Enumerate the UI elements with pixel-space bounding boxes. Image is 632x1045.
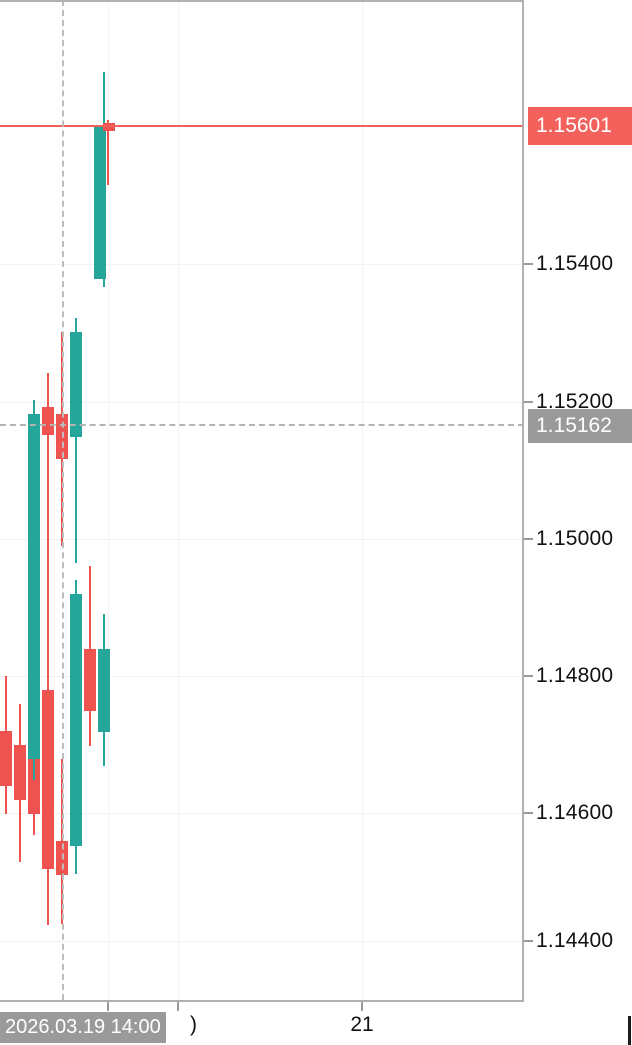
price-axis-tick (524, 812, 533, 814)
candle-body (28, 414, 40, 759)
candle-body (42, 407, 54, 435)
gridline-horizontal (0, 941, 524, 942)
candle-wick (107, 120, 109, 185)
gridline-horizontal (0, 539, 524, 540)
candle-body (42, 690, 54, 869)
gridline-horizontal (0, 676, 524, 677)
time-axis-tick (107, 1002, 109, 1011)
plot-border-top (0, 0, 524, 2)
candle-body (84, 649, 96, 711)
gridline-vertical (108, 0, 109, 1000)
time-axis-tick (177, 1002, 179, 1011)
price-axis-tick (524, 401, 533, 403)
time-axis[interactable]: 21 2026.03.19 14:00 ) (0, 1002, 632, 1045)
price-axis-label: 1.15200 (536, 390, 614, 413)
price-axis-tick (524, 940, 533, 942)
gridline-vertical (178, 0, 179, 1000)
crosshair-time-badge[interactable]: 2026.03.19 14:00 (0, 1012, 166, 1043)
last-price-line (0, 125, 524, 127)
price-axis-label: 1.14400 (536, 929, 614, 952)
time-axis-tick (361, 1002, 363, 1011)
crosshair-price-badge[interactable]: 1.15162 (528, 409, 632, 443)
plot-border-right (522, 0, 524, 1002)
price-axis-label: 1.14600 (536, 801, 614, 824)
gridline-horizontal (0, 813, 524, 814)
candle-body (14, 745, 26, 800)
candle-body (0, 731, 12, 786)
gridline-horizontal (0, 264, 524, 265)
price-axis-label: 1.14800 (536, 664, 614, 687)
price-axis[interactable]: 1.15400 1.15200 1.15000 1.14800 1.14600 … (524, 0, 632, 1002)
gridline-vertical (362, 0, 363, 1000)
plot-border-bottom (0, 1000, 524, 1002)
candle-body (70, 594, 82, 846)
crosshair-vertical-line[interactable] (62, 0, 64, 1000)
right-edge-marker (628, 1016, 631, 1045)
candle-wick (47, 373, 49, 763)
price-axis-label: 1.15400 (536, 252, 614, 275)
candle-wick (75, 318, 77, 563)
price-axis-label: 1.15000 (536, 527, 614, 550)
time-axis-overflow-glyph: ) (190, 1013, 197, 1036)
candle-body (98, 649, 110, 732)
candle-body (70, 332, 82, 437)
gridline-horizontal (0, 402, 524, 403)
price-axis-tick (524, 538, 533, 540)
last-price-badge[interactable]: 1.15601 (528, 107, 632, 145)
crosshair-horizontal-line (0, 424, 524, 426)
price-axis-tick (524, 263, 533, 265)
chart-plot-area[interactable] (0, 0, 524, 1002)
candle-body (94, 127, 106, 279)
candle-body (103, 123, 115, 131)
time-axis-label: 21 (350, 1013, 374, 1036)
price-axis-tick (524, 675, 533, 677)
